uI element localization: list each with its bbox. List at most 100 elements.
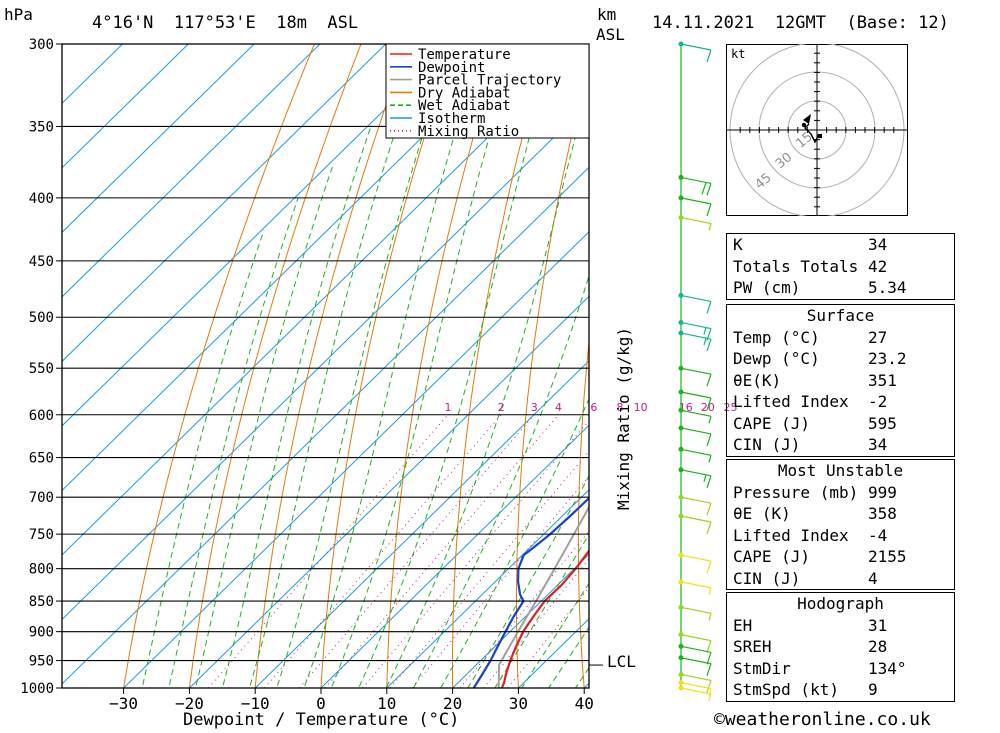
isotherm-line: [62, 44, 321, 298]
asl-unit-label: ASL: [596, 25, 625, 44]
wind-profile: [678, 41, 712, 702]
series-parcel-trajectory: [497, 505, 589, 688]
series-temperature: [500, 548, 589, 688]
wind-barb-shaft: [680, 409, 712, 417]
most-unstable-title: Most Unstable: [777, 461, 904, 480]
wind-barb-flag: [701, 182, 707, 195]
wind-barb-shaft: [680, 321, 712, 330]
wind-barb-flag: [706, 663, 712, 676]
pressure-tick-label: 500: [29, 310, 54, 326]
temperature-tick-label: 10: [377, 694, 396, 713]
pressure-tick-label: 350: [29, 119, 54, 135]
most-unstable-row: CAPE (J) 2155: [733, 547, 907, 566]
wind-barb-flag: [706, 49, 712, 63]
isotherm-line: [62, 44, 387, 363]
legend-label: Temperature: [418, 47, 511, 63]
wind-barb-half: [703, 474, 707, 482]
wind-barb-shaft: [680, 197, 712, 205]
hodograph-row: SREH 28: [733, 637, 888, 656]
wind-barb-shaft: [680, 469, 712, 477]
x-axis-title: Dewpoint / Temperature (°C): [183, 710, 460, 730]
temperature-tick-label: −30: [109, 694, 138, 713]
dry-adiabat-line: [254, 44, 409, 688]
wind-barb-shaft: [680, 294, 712, 302]
wind-barb-half: [708, 416, 712, 424]
hodograph-row: EH 31: [733, 615, 888, 635]
wind-barb-shaft: [680, 496, 712, 504]
hodograph-title: Hodograph: [797, 594, 884, 613]
temperature-tick-label: 20: [443, 694, 462, 713]
wind-barb-flag: [706, 397, 712, 411]
isotherm-line: [254, 360, 589, 688]
pressure-tick-label: 450: [29, 254, 54, 270]
location-title: 4°16'N 117°53'E 18m ASL: [92, 13, 359, 33]
wind-barb-half: [708, 223, 712, 231]
wind-barb-half: [708, 688, 712, 696]
pressure-tick-label: 1000: [20, 681, 54, 697]
wind-barb-flag: [706, 433, 712, 447]
dry-adiabat-line: [386, 44, 502, 688]
surface-row: CIN (J) 34: [733, 435, 888, 454]
index-row-totals: Totals Totals 42: [733, 256, 888, 276]
mixing-ratio-line: [362, 419, 589, 688]
dry-adiabat-line: [320, 44, 455, 688]
hodograph-trace: [804, 123, 820, 144]
legend-label: Parcel Trajectory: [418, 73, 561, 89]
mixing-ratio-line: [299, 414, 535, 688]
wind-barb-flag: [706, 374, 712, 387]
pressure-tick-label: 700: [29, 490, 54, 506]
pressure-tick-label: 300: [29, 37, 54, 53]
isotherm-line: [320, 424, 589, 688]
wind-barb-shaft: [680, 427, 712, 435]
copyright-link[interactable]: ©weatheronline.co.uk: [714, 709, 931, 730]
surface-panel: Surface Temp (°C) 27 Dewp (°C) 23.2 θE(K) 3…: [726, 304, 955, 457]
wind-barb-shaft: [680, 367, 712, 375]
wind-barb-shaft: [680, 687, 712, 695]
wind-barb-shaft: [680, 515, 712, 523]
hodograph-row: StmSpd (kt) 9: [733, 680, 878, 699]
pressure-tick-label: 400: [29, 191, 54, 207]
wet-adiabat-line: [303, 44, 484, 688]
dry-adiabat-line: [123, 44, 315, 688]
wind-barb-shaft: [680, 645, 712, 653]
isotherm-line: [386, 489, 589, 688]
temperature-tick-label: 30: [509, 694, 528, 713]
hodograph-unit-label: kt: [731, 47, 746, 61]
legend-label: Mixing Ratio: [418, 124, 519, 140]
most-unstable-panel: Most Unstable Pressure (mb) 999 θE (K) 358…: [726, 459, 955, 590]
mixing-ratio-label: 6: [590, 401, 597, 414]
wind-barb-shaft: [680, 634, 712, 642]
isotherm-line: [62, 44, 255, 234]
surface-row: θE(K) 351: [733, 370, 897, 390]
legend-label: Isotherm: [418, 111, 485, 127]
wet-adiabat-line: [168, 197, 299, 688]
surface-title: Surface: [806, 306, 875, 325]
mixing-ratio-label: 10: [634, 401, 648, 414]
index-row-pw: PW (cm) 5.34: [733, 278, 907, 297]
wind-barb-shaft: [680, 448, 712, 456]
km-unit-label: km: [597, 5, 617, 24]
most-unstable-row: Pressure (mb) 999: [733, 482, 897, 502]
surface-row: Dewp (°C) 23.2: [733, 349, 907, 368]
isotherm-line: [62, 44, 124, 105]
wet-adiabat-line: [248, 86, 411, 688]
temperature-tick-label: 0: [316, 694, 326, 713]
pressure-tick-label: 950: [29, 654, 54, 670]
wet-adiabat-line: [467, 475, 589, 688]
wet-adiabat-line: [494, 533, 589, 688]
mixing-ratio-axis-title: Mixing Ratio (g/kg): [614, 326, 633, 510]
wind-barb-flag: [706, 301, 712, 314]
wind-barb-flag: [706, 560, 712, 574]
legend-box: [385, 43, 590, 139]
dry-adiabat-line: [452, 44, 549, 688]
wind-barb-half: [708, 693, 712, 702]
wind-barb-shaft: [680, 606, 712, 614]
dry-adiabat-line: [188, 44, 362, 688]
hodograph-storm-marker: [818, 134, 822, 138]
wind-barb-shaft: [680, 554, 712, 562]
surface-row: Temp (°C) 27: [733, 327, 888, 347]
most-unstable-row: Lifted Index -4: [733, 525, 888, 545]
wet-adiabat-line: [547, 626, 589, 688]
